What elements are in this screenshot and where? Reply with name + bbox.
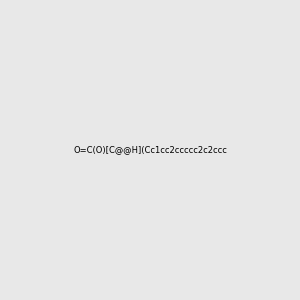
Text: O=C(O)[C@@H](Cc1cc2ccccc2c2ccc: O=C(O)[C@@H](Cc1cc2ccccc2c2ccc: [73, 146, 227, 154]
